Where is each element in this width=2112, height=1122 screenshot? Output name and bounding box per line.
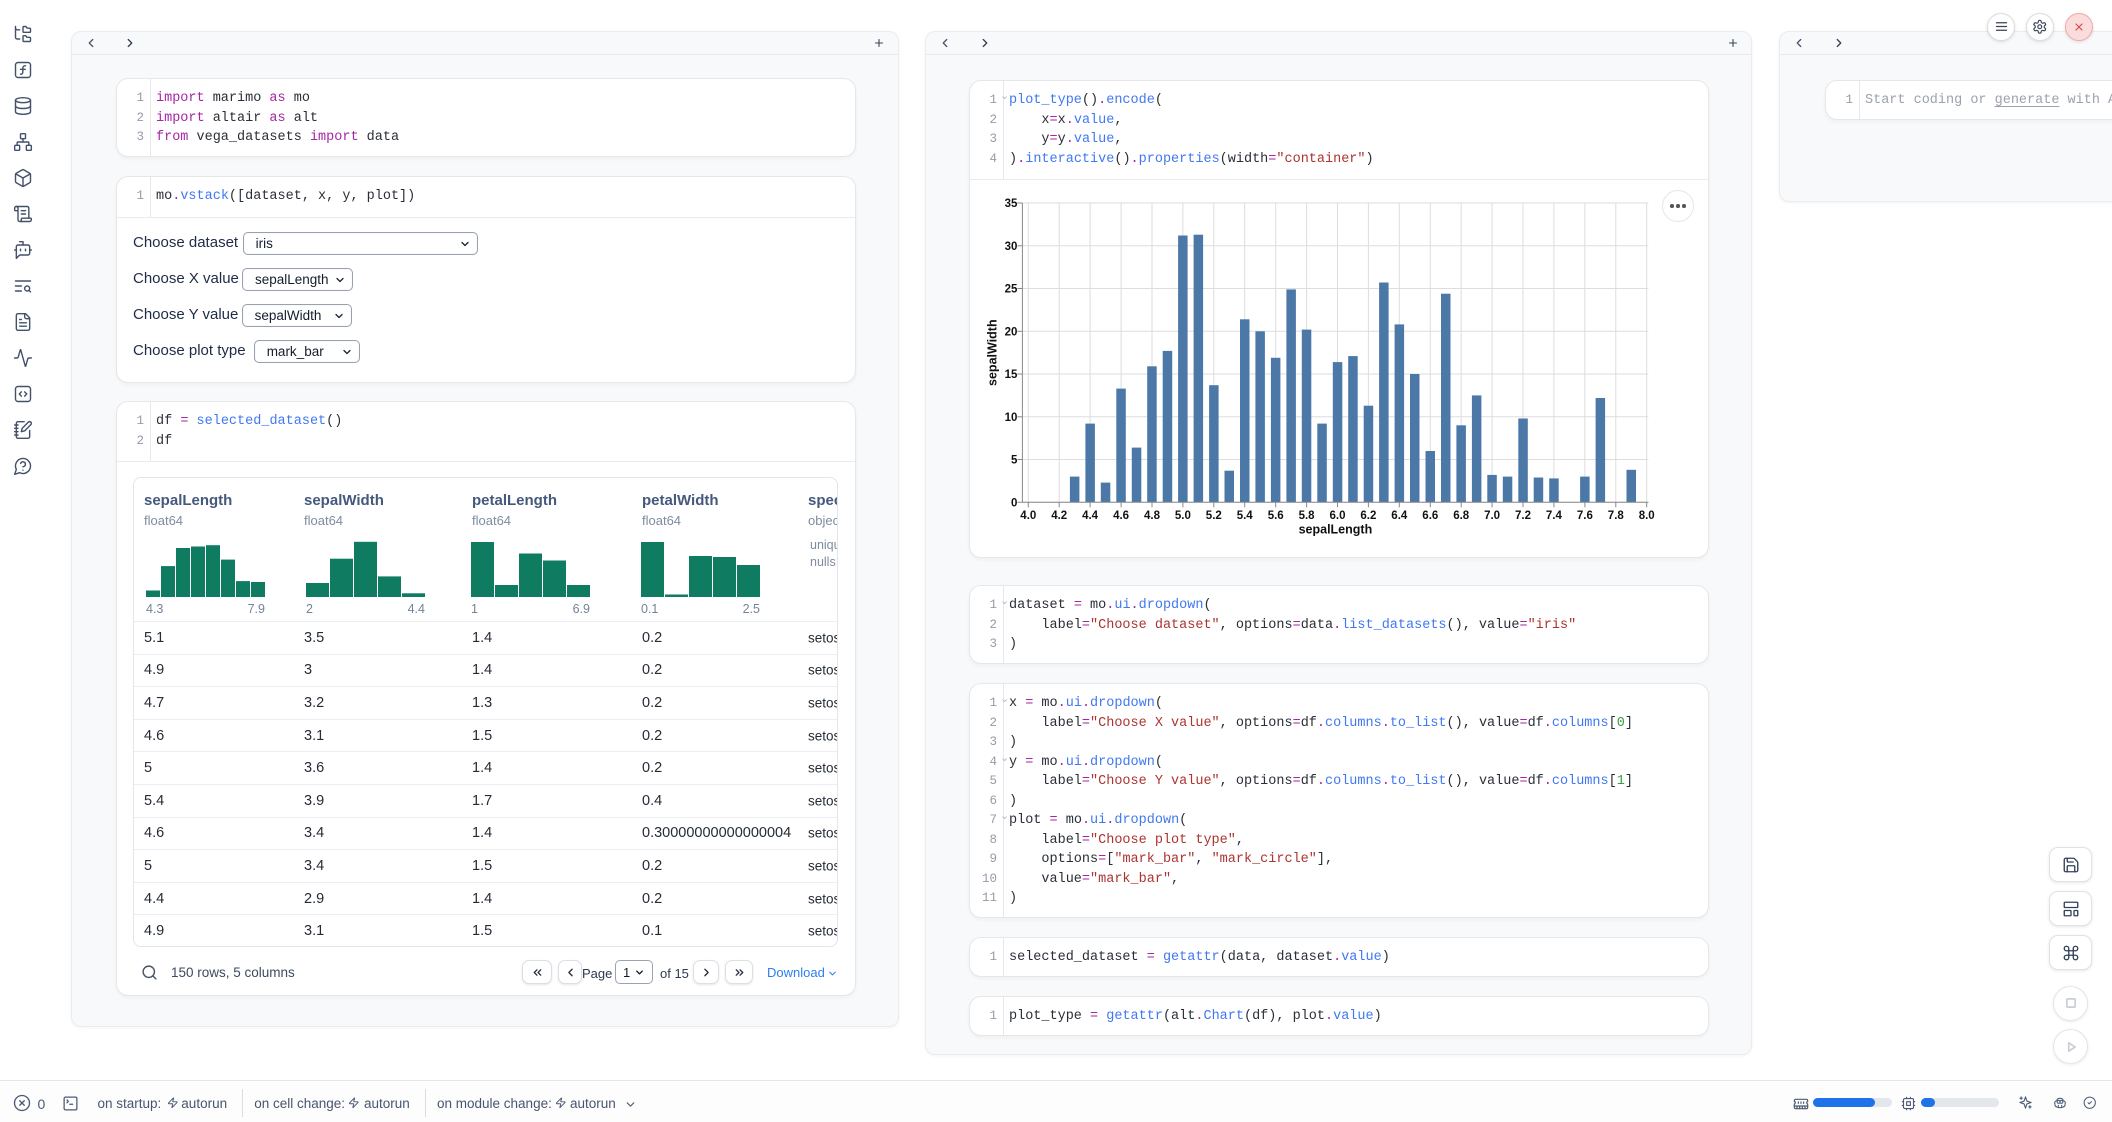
svg-text:4.0: 4.0	[1020, 510, 1036, 522]
svg-text:7.2: 7.2	[1515, 510, 1531, 522]
svg-text:sepalLength: sepalLength	[1299, 522, 1373, 536]
svg-text:15: 15	[1005, 369, 1018, 381]
svg-text:20: 20	[1005, 326, 1018, 338]
svg-text:5.4: 5.4	[1237, 510, 1254, 522]
svg-text:5: 5	[1011, 455, 1018, 467]
svg-text:7.6: 7.6	[1577, 510, 1593, 522]
svg-text:5.2: 5.2	[1206, 510, 1222, 522]
svg-text:6.6: 6.6	[1422, 510, 1438, 522]
svg-text:4.6: 4.6	[1113, 510, 1129, 522]
svg-text:6.8: 6.8	[1453, 510, 1470, 522]
svg-text:7.4: 7.4	[1546, 510, 1563, 522]
svg-text:6.2: 6.2	[1360, 510, 1376, 522]
svg-text:7.0: 7.0	[1484, 510, 1500, 522]
svg-text:30: 30	[1005, 241, 1018, 253]
svg-text:sepalWidth: sepalWidth	[985, 319, 999, 386]
svg-text:0: 0	[1011, 497, 1017, 509]
svg-text:35: 35	[1005, 198, 1018, 210]
svg-text:25: 25	[1005, 284, 1018, 296]
svg-text:4.2: 4.2	[1051, 510, 1067, 522]
svg-text:5.6: 5.6	[1268, 510, 1284, 522]
svg-text:8.0: 8.0	[1639, 510, 1655, 522]
svg-text:5.0: 5.0	[1175, 510, 1191, 522]
svg-text:4.4: 4.4	[1082, 510, 1099, 522]
svg-text:7.8: 7.8	[1608, 510, 1625, 522]
svg-text:6.0: 6.0	[1330, 510, 1346, 522]
svg-text:5.8: 5.8	[1299, 510, 1316, 522]
svg-text:10: 10	[1005, 412, 1018, 424]
svg-text:6.4: 6.4	[1391, 510, 1408, 522]
svg-text:4.8: 4.8	[1144, 510, 1161, 522]
